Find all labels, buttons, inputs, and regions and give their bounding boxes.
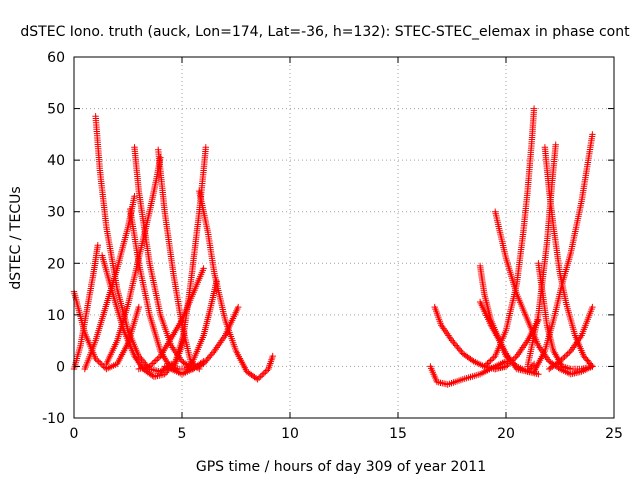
series-pass-12 — [196, 187, 276, 383]
series-pass-10 — [155, 146, 203, 373]
series-layer — [70, 105, 596, 388]
series-pass-6 — [103, 154, 164, 368]
y-tick-label: 50 — [47, 102, 65, 118]
y-tick-label: 20 — [47, 256, 65, 272]
x-tick-label: 5 — [178, 426, 187, 442]
x-tick-label: 0 — [70, 426, 79, 442]
x-tick-label: 25 — [605, 426, 623, 442]
axis-ticks: 0 5 10 15 20 25 -10 0 10 20 30 40 50 60 — [42, 50, 623, 442]
y-tick-label: 30 — [47, 205, 65, 221]
plot-frame — [73, 56, 615, 419]
x-tick-label: 20 — [497, 426, 515, 442]
y-tick-label: -10 — [42, 411, 65, 427]
y-tick-label: 10 — [47, 308, 65, 324]
chart-title: dSTEC Iono. truth (auck, Lon=174, Lat=-3… — [20, 24, 630, 40]
x-tick-label: 10 — [281, 426, 299, 442]
x-tick-label: 15 — [389, 426, 407, 442]
series-pass-9 — [127, 205, 196, 378]
series-pass-20 — [481, 105, 538, 370]
series-pass-22 — [530, 131, 596, 375]
y-tick-label: 60 — [47, 50, 65, 66]
y-axis-label: dSTEC / TECUs — [8, 186, 24, 289]
series-pass-14 — [183, 278, 220, 373]
series-pass-26 — [535, 260, 596, 373]
y-tick-label: 0 — [56, 359, 65, 375]
y-tick-label: 40 — [47, 153, 65, 169]
x-axis-label: GPS time / hours of day 309 of year 2011 — [196, 459, 486, 475]
